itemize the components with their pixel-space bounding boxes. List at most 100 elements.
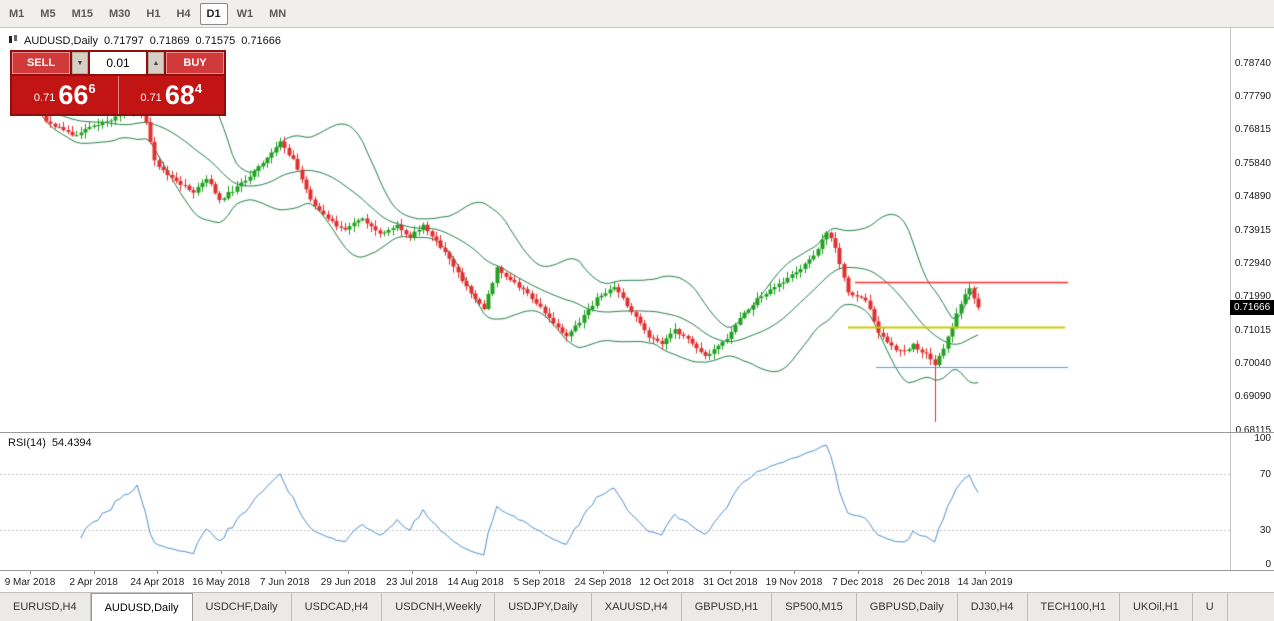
rsi-axis-tick: 100 [1254, 433, 1271, 444]
trade-prices-row: 0.71 66 6 0.71 68 4 [12, 76, 224, 114]
rsi-axis-tick: 30 [1259, 524, 1271, 536]
timeframe-button-h1[interactable]: H1 [146, 7, 161, 20]
timeframe-button-mn[interactable]: MN [269, 7, 287, 20]
chart-tab-usdcad-h4[interactable]: USDCAD,H4 [292, 593, 383, 621]
price-axis-tick: 0.71015 [1234, 324, 1271, 336]
date-axis-label: 12 Oct 2018 [639, 577, 694, 588]
price-chart-pane: AUDUSD,Daily 0.71797 0.71869 0.71575 0.7… [0, 28, 1274, 432]
price-axis-tick: 0.69090 [1234, 391, 1271, 403]
sell-price-point: 6 [88, 81, 96, 96]
chart-tab-usdjpy-daily[interactable]: USDJPY,Daily [495, 593, 592, 621]
date-axis-label: 9 Mar 2018 [4, 577, 56, 588]
rsi-axis-tick: 0 [1265, 559, 1271, 570]
chart-tab-ukoil-h1[interactable]: UKOil,H1 [1120, 593, 1193, 621]
date-axis-label: 24 Sep 2018 [574, 577, 632, 588]
date-axis-tickmark [221, 571, 222, 574]
chart-tab-usdcnh-weekly[interactable]: USDCNH,Weekly [382, 593, 496, 621]
sell-price-button[interactable]: 0.71 66 6 [12, 76, 119, 114]
rsi-indicator-pane: RSI(14) 54.4394 100 70 30 0 [0, 432, 1274, 570]
current-price-badge: 0.71666 [1230, 300, 1274, 316]
chart-tab-usdchf-daily[interactable]: USDCHF,Daily [193, 593, 292, 621]
price-axis-tick: 0.75840 [1234, 158, 1271, 170]
ohlc-high: 0.71869 [149, 35, 190, 47]
date-axis-label: 7 Dec 2018 [832, 577, 884, 588]
price-axis-tick: 0.76815 [1234, 124, 1271, 136]
date-axis-label: 7 Jun 2018 [259, 577, 310, 588]
ohlc-open: 0.71797 [103, 35, 144, 47]
timeframe-button-m15[interactable]: M15 [71, 7, 93, 20]
timeframe-button-d1[interactable]: D1 [199, 2, 228, 25]
chart-tab-eurusd-h4[interactable]: EURUSD,H4 [0, 593, 91, 621]
chart-ohlc-header: AUDUSD,Daily 0.71797 0.71869 0.71575 0.7… [8, 34, 281, 48]
chart-tab-u[interactable]: U [1193, 593, 1228, 621]
timeframe-toolbar: M1 M5 M15 M30 H1 H4 D1 W1 MN [0, 0, 1274, 28]
price-axis-tick: 0.71990 [1234, 291, 1271, 303]
timeframe-button-m30[interactable]: M30 [108, 7, 131, 20]
rsi-name: RSI(14) [8, 437, 46, 449]
date-axis-tickmark [30, 571, 31, 574]
chart-tab-gbpusd-daily[interactable]: GBPUSD,Daily [857, 593, 958, 621]
rsi-axis: 100 70 30 0 [1230, 433, 1274, 570]
date-axis-tickmark [666, 571, 668, 574]
rsi-axis-tick: 70 [1259, 469, 1271, 481]
date-axis-tickmark [985, 571, 986, 574]
volume-control: ▼ 0.01 ▲ [72, 52, 164, 74]
date-axis-label: 26 Dec 2018 [892, 577, 950, 588]
buy-price-button[interactable]: 0.71 68 4 [118, 76, 224, 114]
date-axis-label: 16 May 2018 [192, 577, 250, 588]
date-axis-label: 14 Aug 2018 [447, 577, 504, 588]
date-axis-label: 19 Nov 2018 [765, 577, 823, 588]
date-axis-label: 23 Jul 2018 [386, 577, 438, 588]
price-axis-tick: 0.77790 [1234, 90, 1271, 102]
candlestick-icon [8, 34, 18, 48]
rsi-value: 54.4394 [51, 437, 92, 449]
date-axis-tickmark [603, 571, 604, 574]
date-axis-tickmark [730, 571, 732, 574]
chart-tab-tech100-h1[interactable]: TECH100,H1 [1028, 593, 1120, 621]
buy-button[interactable]: BUY [166, 52, 224, 74]
date-axis: 9 Mar 2018 2 Apr 2018 24 Apr 2018 16 May 20… [0, 570, 1274, 592]
price-axis-tick: 0.73915 [1234, 224, 1271, 236]
price-axis-tick: 0.68115 [1235, 424, 1271, 432]
chart-tab-audusd-daily[interactable]: AUDUSD,Daily [90, 593, 193, 621]
date-axis-tickmark [475, 571, 477, 574]
date-axis-tickmark [348, 571, 350, 574]
trade-controls-row: SELL ▼ 0.01 ▲ BUY [12, 52, 224, 74]
volume-increase-button[interactable]: ▲ [148, 52, 164, 74]
chart-title: AUDUSD,Daily [24, 35, 98, 47]
timeframe-button-m1[interactable]: M1 [9, 7, 25, 20]
date-axis-label: 5 Sep 2018 [513, 577, 565, 588]
chart-tab-dj30-h4[interactable]: DJ30,H4 [958, 593, 1028, 621]
date-axis-tickmark [921, 571, 923, 574]
ohlc-close: 0.71666 [241, 35, 282, 47]
date-axis-tickmark [93, 571, 95, 574]
date-axis-label: 2 Apr 2018 [69, 577, 118, 588]
timeframe-button-h4[interactable]: H4 [176, 7, 191, 20]
chart-tab-sp500-m15[interactable]: SP500,M15 [772, 593, 857, 621]
price-axis-tick: 0.70040 [1234, 358, 1271, 370]
ohlc-low: 0.71575 [195, 35, 236, 47]
price-axis-tick: 0.78740 [1234, 57, 1271, 69]
date-axis-label: 14 Jan 2019 [957, 577, 1013, 588]
rsi-chart-canvas[interactable] [0, 433, 1230, 570]
sell-price-figure: 0.71 [33, 92, 56, 104]
volume-input[interactable]: 0.01 [90, 52, 146, 74]
timeframe-button-m5[interactable]: M5 [40, 7, 56, 20]
chart-tab-gbpusd-h1[interactable]: GBPUSD,H1 [682, 593, 773, 621]
date-axis-tickmark [284, 571, 286, 574]
date-axis-label: 29 Jun 2018 [320, 577, 376, 588]
buy-price-point: 4 [194, 81, 203, 96]
chart-tab-bar: EURUSD,H4 AUDUSD,Daily USDCHF,Daily USDCAD,… [0, 592, 1274, 621]
chart-tab-xauusd-h4[interactable]: XAUUSD,H4 [592, 593, 682, 621]
sell-button[interactable]: SELL [12, 52, 70, 74]
volume-decrease-button[interactable]: ▼ [72, 52, 88, 74]
date-axis-label: 31 Oct 2018 [703, 577, 758, 588]
timeframe-button-w1[interactable]: W1 [236, 7, 254, 20]
date-axis-tickmark [412, 571, 413, 574]
sell-price-pips: 66 [58, 80, 89, 110]
date-axis-tickmark [539, 571, 541, 574]
rsi-label: RSI(14) 54.4394 [8, 437, 92, 449]
buy-price-pips: 68 [164, 80, 195, 110]
price-axis: 0.78740 0.77790 0.76815 0.75840 0.74890 0.739… [1230, 28, 1274, 432]
